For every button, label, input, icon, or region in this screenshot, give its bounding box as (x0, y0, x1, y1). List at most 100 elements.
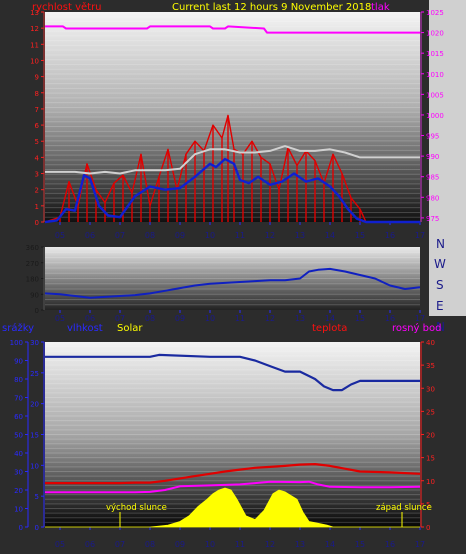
x-tick-label: 10 (205, 314, 215, 323)
x-tick-label: 13 (295, 540, 305, 549)
pressure-axis-tick-label: 1000 (426, 112, 444, 120)
pressure-axis-tick-label: 1010 (426, 71, 444, 79)
dewpoint-label: rosný bod (392, 322, 441, 334)
precip-axis-label: srážky (2, 322, 34, 334)
wind-plot-area (45, 12, 420, 222)
wind-axis-tick-label: 2 (35, 187, 39, 195)
pressure-axis-tick-label: 1005 (426, 91, 444, 99)
x-tick-label: 06 (85, 540, 95, 549)
wind-axis-tick-label: 3 (35, 171, 39, 179)
precip-axis-tick-label: 0 (19, 524, 23, 532)
x-tick-label: 08 (145, 231, 155, 240)
solar-area (45, 487, 420, 528)
humidity-axis-tick-label: 30 (30, 339, 39, 347)
x-tick-label: 16 (385, 231, 395, 240)
x-tick-label: 15 (355, 314, 365, 323)
sunrise-label: východ slunce (106, 503, 167, 513)
humidity-axis-tick-label: 5 (35, 493, 39, 501)
sunset-label: západ slunce (376, 503, 432, 513)
humidity-axis-tick-label: 10 (30, 462, 39, 470)
direction-axis-tick-label: 270 (26, 260, 39, 268)
wind-axis-tick-label: 4 (35, 154, 40, 162)
x-tick-label: 16 (385, 314, 395, 323)
humidity-axis-tick-label: 15 (30, 432, 39, 440)
wind-axis-tick-label: 7 (35, 106, 39, 114)
x-tick-label: 09 (175, 231, 185, 240)
temperature-axis-tick-label: 15 (426, 455, 435, 463)
pressure-axis-tick-label: 995 (426, 133, 439, 141)
humidity-axis-tick-label: 0 (35, 524, 39, 532)
x-tick-label: 15 (355, 231, 365, 240)
direction-axis-tick-label: 180 (26, 276, 39, 284)
wind-axis-tick-label: 5 (35, 138, 39, 146)
precip-axis-tick-label: 100 (10, 339, 23, 347)
wind-direction-series (44, 267, 421, 299)
x-tick-label: 07 (115, 314, 125, 323)
humidity-axis-label: vlhkost (67, 323, 103, 334)
direction-plot-area (45, 247, 420, 310)
temperature-axis-tick-label: 25 (426, 408, 435, 416)
pressure-axis-label: tlak (371, 2, 390, 13)
direction-label-n2: N (436, 320, 445, 334)
solar-label: Solar (117, 323, 143, 334)
temperature-axis-tick-label: 10 (426, 478, 435, 486)
wind-gust-series (44, 114, 420, 223)
temperature-axis-label: teplota (312, 323, 347, 334)
wind-axis-tick-label: 1 (35, 203, 39, 211)
pressure-axis-tick-label: 1015 (426, 50, 444, 58)
wind-axis-tick-label: 11 (30, 41, 39, 49)
x-tick-label: 05 (55, 231, 65, 240)
dewpoint-series (45, 480, 421, 494)
wind-axis-label: rychlost větru (32, 1, 102, 13)
x-tick-label: 12 (265, 231, 275, 240)
temperature-axis-tick-label: 5 (426, 501, 430, 509)
direction-labels: N W S E N (434, 237, 446, 334)
x-tick-label: 12 (265, 314, 275, 323)
wind-axis-tick-label: 0 (35, 219, 39, 227)
x-tick-label: 08 (145, 540, 155, 549)
direction-label-s: S (436, 278, 444, 292)
x-tick-label: 10 (205, 540, 215, 549)
wind-axis-tick-label: 9 (35, 74, 39, 82)
x-tick-label: 06 (85, 314, 95, 323)
x-tick-label: 05 (55, 314, 65, 323)
x-tick-label: 14 (325, 314, 335, 323)
x-tick-label: 10 (205, 231, 215, 240)
wind-axis-tick-label: 12 (30, 25, 39, 33)
pressure-axis-tick-label: 975 (426, 215, 439, 223)
x-tick-label: 17 (415, 540, 425, 549)
precip-axis-tick-label: 70 (14, 395, 23, 403)
x-tick-label: 11 (235, 314, 245, 323)
x-tick-label: 09 (175, 314, 185, 323)
x-tick-label: 12 (265, 540, 275, 549)
humidity-axis-tick-label: 25 (30, 370, 39, 378)
x-tick-label: 06 (85, 231, 95, 240)
temperature-axis-tick-label: 40 (426, 339, 435, 347)
direction-axis-tick-label: 0 (35, 307, 39, 315)
direction-axis-tick-label: 360 (26, 244, 39, 252)
x-tick-label: 14 (325, 231, 335, 240)
series-layer (44, 25, 421, 494)
x-tick-label: 09 (175, 540, 185, 549)
wind-axis-tick-label: 13 (30, 9, 39, 17)
precip-axis-tick-label: 20 (14, 487, 23, 495)
wind-avg-series (44, 157, 420, 224)
precip-axis-tick-label: 30 (14, 469, 23, 477)
wind-axis-tick-label: 10 (30, 57, 39, 65)
pressure-axis-tick-label: 980 (426, 194, 439, 202)
x-tick-label: 17 (415, 231, 425, 240)
wind-max-series (45, 145, 420, 175)
x-tick-label: 08 (145, 314, 155, 323)
x-tick-label: 15 (355, 540, 365, 549)
x-tick-label: 16 (385, 540, 395, 549)
x-tick-label: 07 (115, 540, 125, 549)
temperature-axis-tick-label: 30 (426, 385, 435, 393)
precip-axis-tick-label: 50 (14, 432, 23, 440)
pressure-axis-tick-label: 1020 (426, 30, 444, 38)
pressure-axis-tick-label: 990 (426, 153, 439, 161)
chart-title: Current last 12 hours 9 November 2018 (172, 2, 371, 13)
pressure-series (45, 25, 420, 34)
solar-layer (45, 487, 420, 528)
